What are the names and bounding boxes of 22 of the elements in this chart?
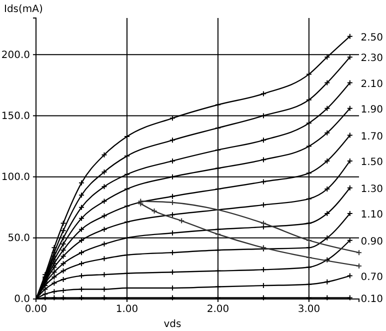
y-tick-label: 150.0 [1, 110, 30, 122]
y-tick-label: 200.0 [1, 50, 30, 61]
series-label: 0.90 [360, 236, 383, 248]
y-tick-label: 100.0 [1, 172, 30, 184]
y-tick-label: 0.0 [14, 294, 30, 306]
y-tick-label: 50.0 [8, 233, 30, 244]
x-axis-title: vds [164, 319, 182, 330]
series-label: 2.30 [360, 53, 383, 64]
series-label: 2.10 [360, 78, 383, 90]
x-tick-label: 2.00 [206, 304, 230, 316]
x-tick-label: 3.00 [298, 304, 320, 316]
series-label: 1.10 [360, 209, 383, 220]
y-axis-title: Ids(mA) [4, 4, 43, 15]
series-label: 1.70 [360, 131, 383, 142]
series-label: 0.70 [360, 272, 383, 283]
series-label: 0.10 [360, 294, 383, 305]
x-tick-label: 1.00 [116, 304, 138, 316]
series-label: 2.50 [360, 32, 383, 44]
series-label: 1.30 [360, 184, 383, 195]
x-tick-label: 0.00 [24, 304, 48, 316]
series-label: 1.50 [360, 156, 383, 168]
series-label: 1.90 [360, 104, 383, 116]
